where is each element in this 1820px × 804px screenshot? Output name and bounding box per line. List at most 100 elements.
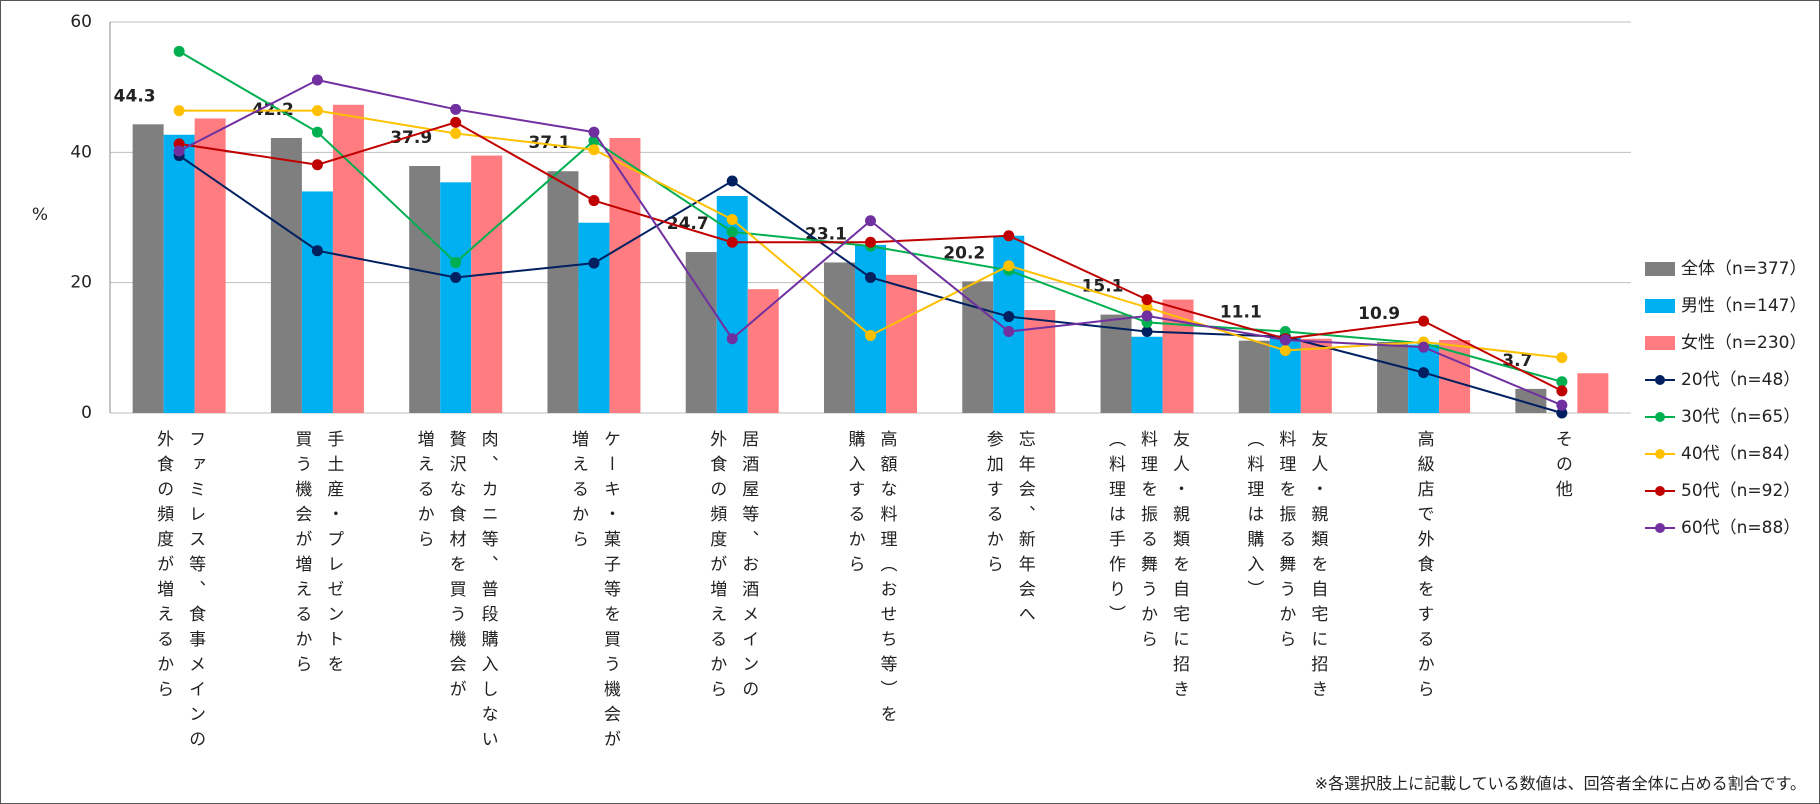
point bbox=[311, 105, 323, 117]
x-tick-label: ファミレス等、食事メインの 外食の頻度が増えるから bbox=[153, 430, 206, 755]
x-tick-label: 手土産・プレゼントを 買う機会が増えるから bbox=[291, 430, 344, 680]
bar bbox=[409, 166, 441, 413]
legend-label: 20代（n=48） bbox=[1681, 370, 1800, 390]
data-label: 24.7 bbox=[667, 214, 709, 234]
data-label: 3.7 bbox=[1502, 351, 1532, 371]
x-tick-label: 忘年会、新年会へ 参加するから bbox=[982, 430, 1035, 630]
point bbox=[1141, 294, 1153, 306]
bar bbox=[578, 222, 610, 413]
point bbox=[1556, 385, 1568, 397]
point bbox=[1003, 311, 1015, 323]
legend-label: 60代（n=88） bbox=[1681, 518, 1800, 538]
point bbox=[1556, 376, 1568, 388]
legend-label: 全体（n=377） bbox=[1681, 259, 1806, 279]
point bbox=[588, 195, 600, 207]
point bbox=[311, 126, 323, 138]
bar bbox=[163, 134, 195, 413]
x-tick-label: 居酒屋等、お酒メインの 外食の頻度が増えるから bbox=[706, 430, 759, 705]
legend-swatch bbox=[1645, 336, 1675, 350]
x-tick-label: 友人・親類を自宅に招き 料理を振る舞うから （料理は手作り） bbox=[1105, 430, 1190, 705]
point bbox=[726, 175, 738, 187]
point bbox=[450, 127, 462, 139]
bar bbox=[1100, 314, 1132, 413]
bar bbox=[886, 274, 917, 413]
y-tick-label: 60 bbox=[70, 12, 92, 32]
point bbox=[173, 45, 185, 57]
legend-label: 30代（n=65） bbox=[1681, 407, 1800, 427]
x-tick-label: 友人・親類を自宅に招き 料理を振る舞うから （料理は購入） bbox=[1243, 430, 1328, 705]
y-tick-label: 0 bbox=[81, 403, 92, 423]
point bbox=[865, 215, 876, 227]
point bbox=[588, 257, 600, 269]
bar bbox=[440, 182, 472, 413]
legend-label: 40代（n=84） bbox=[1681, 444, 1800, 464]
point bbox=[1141, 301, 1153, 313]
bar bbox=[1577, 373, 1609, 413]
point bbox=[588, 144, 600, 156]
bar bbox=[1024, 310, 1056, 413]
point bbox=[1418, 315, 1430, 327]
point bbox=[1141, 326, 1153, 338]
legend-swatch bbox=[1655, 449, 1665, 459]
bar bbox=[1131, 336, 1163, 413]
x-tick-label: ケーキ・菓子等を買う機会が 増えるから bbox=[567, 430, 620, 755]
point bbox=[726, 226, 738, 238]
point bbox=[311, 74, 323, 86]
point bbox=[1556, 352, 1568, 364]
point bbox=[1003, 230, 1015, 242]
y-axis-label: % bbox=[32, 205, 48, 225]
point bbox=[450, 256, 462, 268]
legend-swatch bbox=[1645, 299, 1675, 313]
legend-label: 女性（n=230） bbox=[1681, 333, 1806, 353]
bar bbox=[685, 252, 717, 413]
bar bbox=[1238, 340, 1270, 413]
bar bbox=[471, 155, 503, 413]
point bbox=[311, 159, 323, 171]
data-label: 10.9 bbox=[1358, 304, 1400, 324]
x-tick-label: 高級店で外食をするから bbox=[1413, 430, 1434, 705]
point bbox=[726, 333, 738, 345]
point bbox=[311, 245, 323, 257]
point bbox=[726, 236, 738, 248]
bar bbox=[609, 137, 641, 413]
point bbox=[1003, 260, 1015, 272]
point bbox=[1418, 367, 1430, 379]
point bbox=[1003, 326, 1015, 338]
point bbox=[865, 271, 876, 283]
bar bbox=[132, 124, 164, 413]
point bbox=[450, 271, 462, 283]
point bbox=[1556, 407, 1568, 419]
bar bbox=[962, 281, 994, 413]
x-tick-label: その他 bbox=[1551, 430, 1572, 505]
data-label: 37.1 bbox=[528, 133, 570, 153]
bar bbox=[270, 137, 302, 413]
bar bbox=[747, 289, 779, 413]
bar bbox=[547, 171, 579, 413]
point bbox=[726, 213, 738, 225]
y-tick-label: 40 bbox=[70, 142, 92, 162]
bar bbox=[824, 262, 855, 413]
legend-swatch bbox=[1645, 262, 1675, 276]
point bbox=[173, 145, 185, 157]
bar bbox=[1408, 344, 1440, 413]
legend-swatch bbox=[1655, 486, 1665, 496]
legend-swatch bbox=[1655, 375, 1665, 385]
data-label: 11.1 bbox=[1220, 303, 1262, 323]
bar bbox=[1300, 338, 1332, 413]
data-label: 20.2 bbox=[943, 243, 985, 263]
point bbox=[450, 103, 462, 115]
point bbox=[1141, 310, 1153, 322]
y-tick-label: 20 bbox=[70, 273, 92, 293]
point bbox=[173, 105, 185, 117]
x-tick-label: 高額な料理（おせち等）を 購入するから bbox=[844, 430, 897, 730]
point bbox=[865, 236, 876, 248]
point bbox=[1418, 341, 1430, 353]
point bbox=[865, 329, 876, 341]
point bbox=[450, 116, 462, 128]
point bbox=[1556, 399, 1568, 411]
point bbox=[588, 126, 600, 138]
point bbox=[1279, 344, 1291, 356]
legend-label: 男性（n=147） bbox=[1681, 296, 1806, 316]
